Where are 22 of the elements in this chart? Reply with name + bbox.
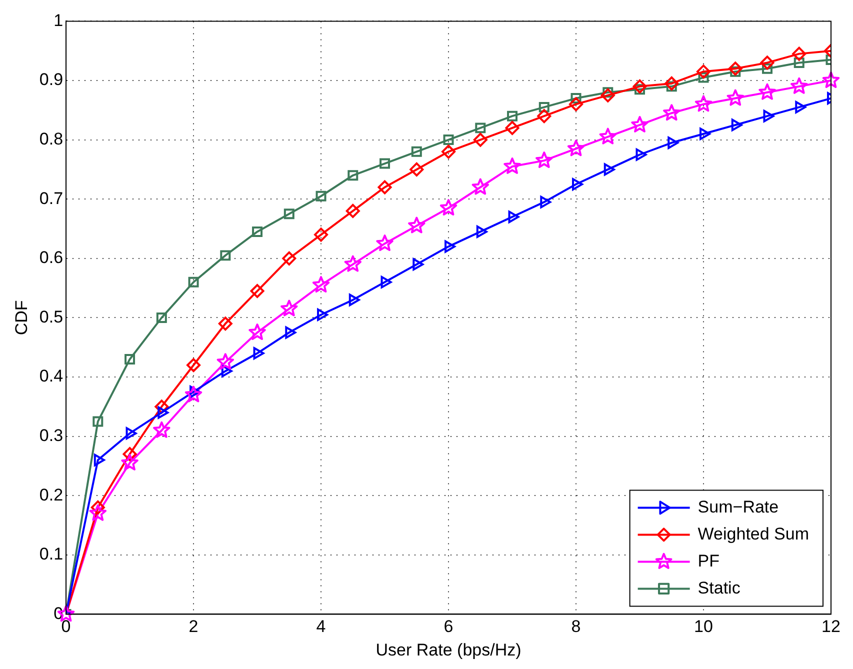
y-tick-label: 0.4 [39, 366, 64, 386]
y-tick-label: 0.3 [39, 426, 64, 445]
y-tick-label: 0.7 [39, 188, 64, 208]
y-tick-label: 0.1 [39, 544, 64, 564]
y-tick-label: 0.5 [39, 307, 64, 326]
y-tick-label: 0.8 [39, 129, 64, 148]
legend-label: Static [698, 578, 741, 598]
y-tick-label: 0.9 [39, 70, 64, 90]
x-tick-label: 8 [571, 617, 581, 636]
y-tick-label: 1 [54, 10, 64, 30]
y-axis-title: CDF [12, 300, 31, 336]
x-tick-label: 2 [188, 617, 198, 636]
x-tick-label: 12 [822, 617, 840, 636]
y-tick-label: 0.6 [39, 248, 64, 268]
x-tick-label: 10 [694, 617, 713, 636]
legend-label: PF [698, 551, 720, 570]
x-axis-title: User Rate (bps/Hz) [376, 640, 522, 660]
y-tick-label: 0.2 [39, 485, 64, 504]
x-tick-label: 4 [316, 617, 326, 636]
x-tick-label: 6 [444, 617, 454, 636]
legend-label: Weighted Sum [698, 524, 810, 544]
legend-label: Sum−Rate [698, 497, 779, 516]
